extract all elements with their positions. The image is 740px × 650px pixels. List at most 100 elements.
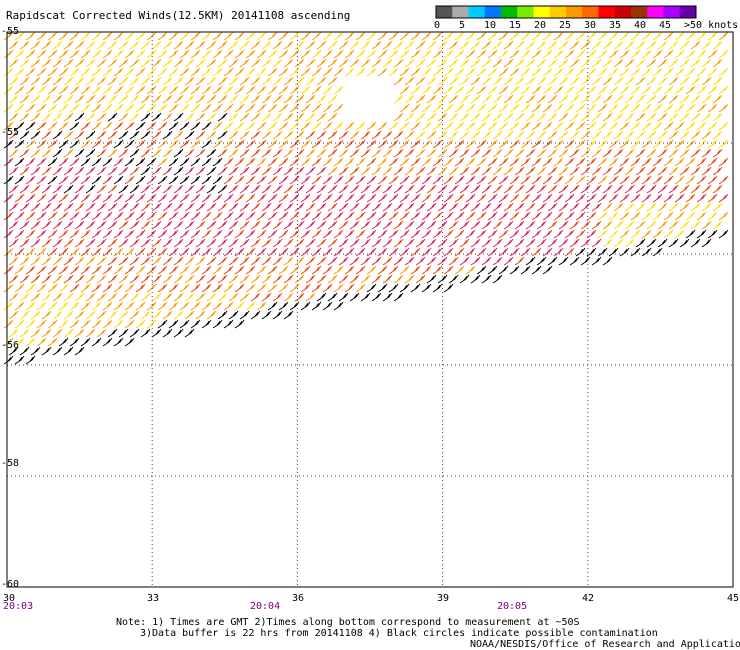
wind-barb <box>124 175 135 185</box>
wind-barb <box>558 112 569 122</box>
wind-barb <box>74 292 85 302</box>
wind-barb <box>294 94 305 104</box>
wind-barb <box>619 229 630 239</box>
wind-barb <box>190 265 201 275</box>
wind-barb <box>47 31 58 41</box>
wind-barb <box>426 184 437 194</box>
wind-barb <box>80 337 91 347</box>
wind-barb <box>591 58 602 68</box>
wind-barb <box>184 130 195 140</box>
wind-barb <box>36 103 47 113</box>
wind-barb <box>443 247 454 257</box>
wind-barb <box>157 229 168 239</box>
wind-barb <box>30 40 41 50</box>
wind-barb <box>382 274 393 284</box>
wind-barb <box>476 247 487 257</box>
wind-barb <box>580 76 591 86</box>
wind-barb <box>641 211 652 221</box>
wind-barb <box>393 184 404 194</box>
wind-barb <box>608 31 619 41</box>
wind-barb <box>426 166 437 176</box>
wind-barb <box>608 211 619 221</box>
wind-barb <box>382 166 393 176</box>
wind-barb <box>498 157 509 167</box>
wind-barb <box>85 112 96 122</box>
wind-barb <box>509 31 520 41</box>
wind-barb <box>140 310 151 320</box>
legend-swatch <box>484 6 502 18</box>
wind-barb <box>113 121 124 131</box>
wind-barb <box>300 103 311 113</box>
wind-barb <box>690 76 701 86</box>
wind-barb <box>333 31 344 41</box>
wind-barb <box>316 166 327 176</box>
wind-barb <box>558 256 569 266</box>
wind-barb <box>432 139 443 149</box>
wind-barb <box>503 166 514 176</box>
wind-barb <box>118 220 129 230</box>
wind-barb <box>135 67 146 77</box>
wind-barb <box>47 67 58 77</box>
wind-barb <box>157 193 168 203</box>
wind-barb <box>85 148 96 158</box>
wind-barb <box>212 247 223 257</box>
wind-barb <box>223 103 234 113</box>
wind-barb <box>190 67 201 77</box>
wind-barb <box>580 148 591 158</box>
wind-barb <box>52 310 63 320</box>
wind-barb <box>322 211 333 221</box>
wind-barb <box>586 175 597 185</box>
wind-barb <box>107 184 118 194</box>
wind-barb <box>212 49 223 59</box>
wind-barb <box>668 166 679 176</box>
wind-barb <box>58 103 69 113</box>
wind-barb <box>443 193 454 203</box>
wind-barb <box>289 103 300 113</box>
wind-barb <box>179 103 190 113</box>
wind-barb <box>492 256 503 266</box>
wind-barb <box>250 310 261 320</box>
wind-barb <box>190 229 201 239</box>
wind-barb <box>338 274 349 284</box>
wind-barb <box>569 58 580 68</box>
wind-barb <box>14 67 25 77</box>
wind-barb <box>338 40 349 50</box>
wind-barb <box>69 103 80 113</box>
wind-barb <box>36 211 47 221</box>
wind-barb <box>597 139 608 149</box>
wind-barb <box>173 238 184 248</box>
wind-barb <box>344 265 355 275</box>
wind-barb <box>267 103 278 113</box>
wind-barb <box>52 40 63 50</box>
wind-barb <box>74 274 85 284</box>
wind-barb <box>305 94 316 104</box>
wind-barb <box>597 175 608 185</box>
wind-barb <box>399 139 410 149</box>
wind-barb <box>267 157 278 167</box>
wind-barb <box>228 58 239 68</box>
wind-barb <box>459 112 470 122</box>
wind-barb <box>113 67 124 77</box>
wind-barb <box>30 292 41 302</box>
wind-barb <box>135 85 146 95</box>
wind-barb <box>311 175 322 185</box>
wind-barb <box>635 238 646 248</box>
wind-barb <box>234 193 245 203</box>
wind-barb <box>135 175 146 185</box>
wind-barb <box>19 76 30 86</box>
wind-barb <box>3 85 14 95</box>
wind-barb <box>393 202 404 212</box>
wind-barb <box>212 67 223 77</box>
wind-barb <box>421 157 432 167</box>
wind-barb <box>217 94 228 104</box>
wind-barb <box>624 40 635 50</box>
wind-barb <box>151 202 162 212</box>
wind-barb <box>118 184 129 194</box>
wind-barb <box>668 202 679 212</box>
wind-barb <box>646 148 657 158</box>
wind-barb <box>195 112 206 122</box>
wind-barb <box>135 193 146 203</box>
wind-barb <box>393 76 404 86</box>
legend-swatch <box>663 6 681 18</box>
wind-barb <box>663 85 674 95</box>
